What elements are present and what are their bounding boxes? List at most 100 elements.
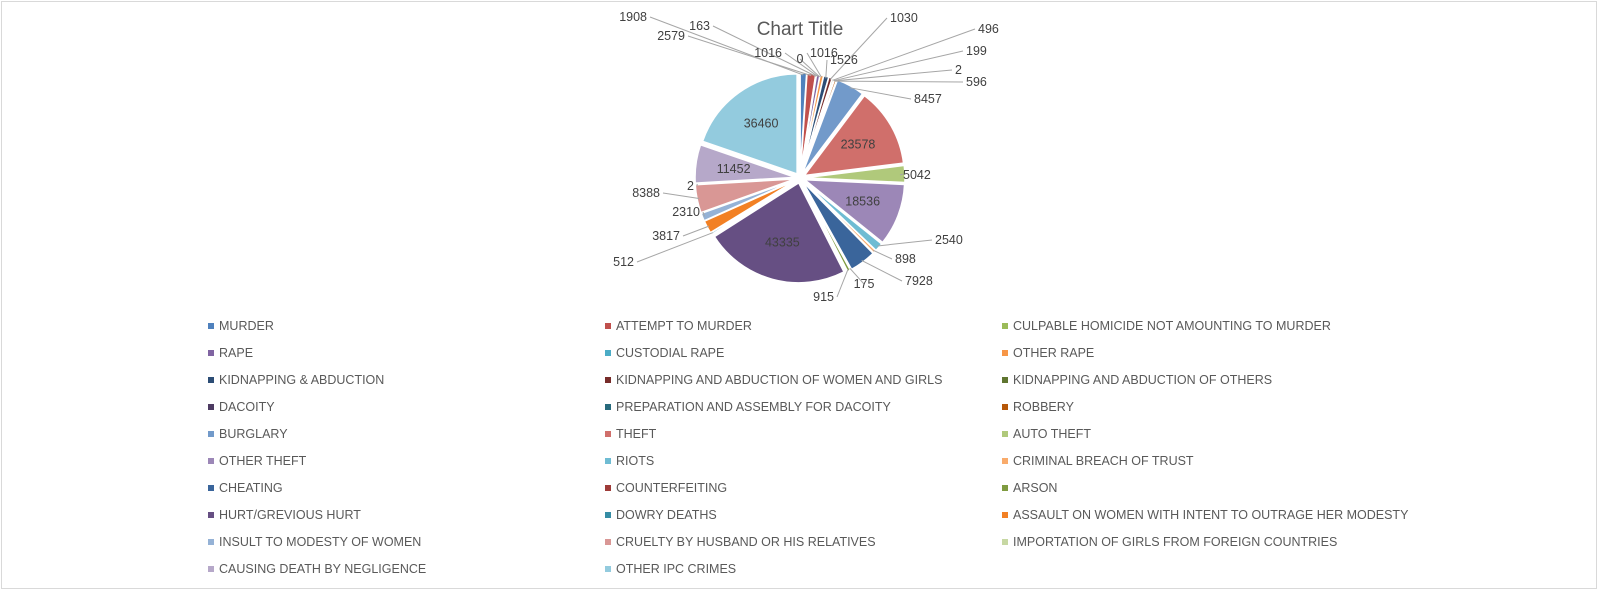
data-label-insult-to-modesty-of-women: 2310	[672, 205, 700, 219]
legend-label: COUNTERFEITING	[616, 480, 728, 495]
data-label-kidnapping-abduction: 1526	[830, 53, 858, 67]
legend-swatch	[1002, 349, 1008, 356]
pie-slice-theft	[802, 94, 905, 177]
leader-line-dowry-deaths	[636, 232, 713, 263]
legend-label: ATTEMPT TO MURDER	[616, 318, 752, 333]
leader-line-other-rape	[806, 52, 822, 78]
pie-slice-causing-death-by-negligence	[694, 143, 796, 184]
legend-swatch	[1002, 403, 1008, 410]
leader-line-kidnapping-and-abduction-of-others	[832, 28, 976, 81]
legend-swatch	[208, 457, 214, 464]
legend-swatch	[1002, 484, 1008, 491]
leader-line-rape	[784, 52, 819, 77]
legend-swatch	[605, 376, 611, 383]
legend-item-other-ipc-crimes: OTHER IPC CRIMES	[605, 559, 1002, 578]
legend-item-culpable-homicide-not-amounting-to-murder: CULPABLE HOMICIDE NOT AMOUNTING TO MURDE…	[1002, 316, 1422, 335]
pie-slice-importation-of-girls-from-foreign-countries	[694, 177, 796, 185]
legend-swatch	[208, 565, 214, 572]
legend-item-cruelty-by-husband-or-his-relatives: CRUELTY BY HUSBAND OR HIS RELATIVES	[605, 532, 1002, 551]
leader-line-cheating	[861, 260, 903, 282]
data-label-hurt-grevious-hurt: 43335	[765, 236, 800, 250]
leader-line-robbery	[835, 80, 964, 83]
pie-slice-arson	[801, 182, 852, 273]
leader-line-assault-on-women-with-intent-to-outrage-her-modesty	[682, 225, 710, 237]
legend-swatch	[1002, 430, 1008, 437]
legend-item-custodial-rape: CUSTODIAL RAPE	[605, 343, 1002, 362]
legend-label: KIDNAPPING & ABDUCTION	[219, 372, 385, 387]
legend-swatch	[1002, 511, 1008, 518]
legend-label: DOWRY DEATHS	[616, 507, 717, 522]
legend-swatch	[208, 538, 214, 545]
data-label-criminal-breach-of-trust: 898	[895, 252, 916, 266]
leader-line-insult-to-modesty-of-women	[702, 211, 705, 217]
data-label-riots: 2540	[935, 233, 963, 247]
legend-label: RIOTS	[616, 453, 655, 468]
data-label-other-rape: 1016	[810, 46, 838, 60]
legend-swatch	[208, 511, 214, 518]
legend-swatch	[605, 457, 611, 464]
data-label-cruelty-by-husband-or-his-relatives: 8388	[632, 186, 660, 200]
leader-line-preparation-and-assembly-for-dacoity	[834, 69, 953, 82]
legend-label: CHEATING	[219, 480, 283, 495]
data-label-assault-on-women-with-intent-to-outrage-her-modesty: 3817	[652, 229, 680, 243]
data-label-culpable-homicide-not-amounting-to-murder: 163	[689, 19, 710, 33]
legend-item-riots: RIOTS	[605, 451, 1002, 470]
legend-label: MURDER	[219, 318, 274, 333]
data-label-kidnapping-and-abduction-of-women-and-girls: 1030	[890, 11, 918, 25]
legend-item-counterfeiting: COUNTERFEITING	[605, 478, 1002, 497]
legend-swatch	[208, 430, 214, 437]
legend-label: CAUSING DEATH BY NEGLIGENCE	[219, 561, 427, 576]
data-label-causing-death-by-negligence: 11452	[717, 162, 751, 176]
legend-swatch	[605, 511, 611, 518]
legend-label: BURGLARY	[219, 426, 288, 441]
legend-label: THEFT	[616, 426, 657, 441]
leader-line-kidnapping-and-abduction-of-women-and-girls	[829, 17, 888, 80]
legend-label: KIDNAPPING AND ABDUCTION OF WOMEN AND GI…	[616, 372, 943, 387]
leader-line-arson	[836, 268, 849, 298]
legend-swatch	[208, 322, 214, 329]
legend-item-kidnapping-and-abduction-of-others: KIDNAPPING AND ABDUCTION OF OTHERS	[1002, 370, 1422, 389]
legend-swatch	[208, 349, 214, 356]
legend-label: ASSAULT ON WOMEN WITH INTENT TO OUTRAGE …	[1013, 507, 1409, 522]
legend: MURDER ATTEMPT TO MURDER CULPABLE HOMICIDE…	[208, 316, 1422, 578]
legend-item-dacoity: DACOITY	[208, 397, 605, 416]
leader-line-attempt-to-murder	[687, 35, 812, 77]
data-label-cheating: 7928	[905, 274, 933, 288]
data-label-robbery: 596	[966, 75, 987, 89]
legend-label: CRUELTY BY HUSBAND OR HIS RELATIVES	[616, 534, 876, 549]
legend-item-attempt-to-murder: ATTEMPT TO MURDER	[605, 316, 1002, 335]
data-label-other-theft: 18536	[845, 195, 880, 209]
pie-slice-auto-theft	[804, 164, 906, 184]
leader-line-dacoity	[833, 50, 964, 82]
data-label-attempt-to-murder: 2579	[657, 29, 685, 43]
legend-label: CUSTODIAL RAPE	[616, 345, 725, 360]
data-label-preparation-and-assembly-for-dacoity: 2	[955, 63, 962, 77]
legend-swatch	[605, 538, 611, 545]
legend-item-cheating: CHEATING	[208, 478, 605, 497]
legend-item-robbery: ROBBERY	[1002, 397, 1422, 416]
legend-item-theft: THEFT	[605, 424, 1002, 443]
pie-slice-other-theft	[802, 178, 906, 244]
pie-slice-hurt-grevious-hurt	[713, 181, 846, 284]
legend-item-preparation-and-assembly-for-dacoity: PREPARATION AND ASSEMBLY FOR DACOITY	[605, 397, 1002, 416]
legend-label: CULPABLE HOMICIDE NOT AMOUNTING TO MURDE…	[1013, 318, 1331, 333]
legend-label: INSULT TO MODESTY OF WOMEN	[219, 534, 422, 549]
legend-label: IMPORTATION OF GIRLS FROM FOREIGN COUNTR…	[1013, 534, 1338, 549]
data-label-kidnapping-and-abduction-of-others: 496	[978, 22, 999, 36]
legend-swatch	[1002, 538, 1008, 545]
legend-item-importation-of-girls-from-foreign-countries: IMPORTATION OF GIRLS FROM FOREIGN COUNTR…	[1002, 532, 1422, 551]
legend-item-hurt-grevious-hurt: HURT/GREVIOUS HURT	[208, 505, 605, 524]
leader-line-counterfeiting	[849, 267, 865, 285]
leader-line-custodial-rape	[799, 58, 821, 78]
pie-slice-other-ipc-crimes	[701, 73, 798, 175]
legend-swatch	[605, 565, 611, 572]
leader-line-culpable-homicide-not-amounting-to-murder	[712, 25, 817, 77]
data-label-auto-theft: 5042	[903, 168, 931, 182]
legend-item-insult-to-modesty-of-women: INSULT TO MODESTY OF WOMEN	[208, 532, 605, 551]
legend-swatch	[1002, 376, 1008, 383]
legend-swatch	[605, 430, 611, 437]
legend-item-causing-death-by-negligence: CAUSING DEATH BY NEGLIGENCE	[208, 559, 605, 578]
data-label-dowry-deaths: 512	[613, 255, 634, 269]
